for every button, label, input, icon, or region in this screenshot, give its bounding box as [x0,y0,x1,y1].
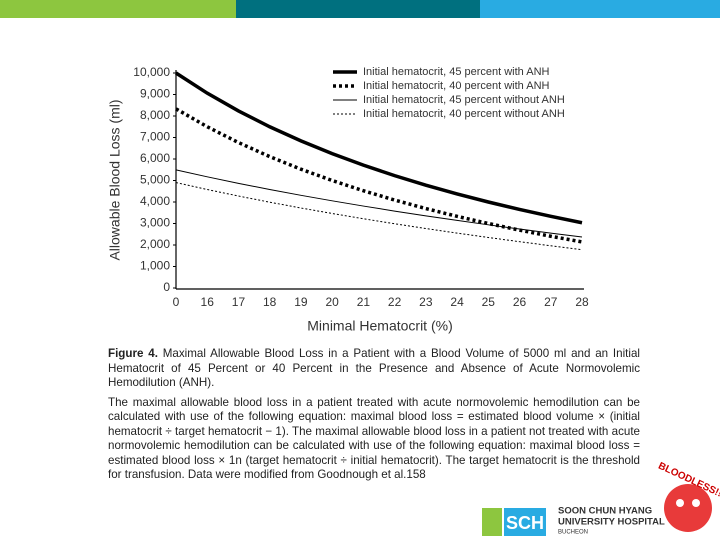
logo-mark: SCH [506,513,544,533]
caption-heading: Figure 4. Maximal Allowable Blood Loss i… [108,347,640,391]
badge-eye [692,499,700,507]
logo-text: SOON CHUN HYANG [558,506,652,517]
logo-block [504,508,546,536]
legend-label: Initial hematocrit, 45 percent with ANH [363,66,550,78]
y-tick-label: 4,000 [140,194,170,208]
x-tick-label: 22 [388,295,402,309]
x-tick-label: 0 [173,295,180,309]
caption-title: Maximal Allowable Blood Loss in a Patien… [108,347,640,389]
caption-body: The maximal allowable blood loss in a pa… [108,395,640,482]
x-tick-label: 20 [325,295,339,309]
x-tick-label: 23 [419,295,433,309]
y-tick-label: 2,000 [140,237,170,251]
y-tick-label: 8,000 [140,108,170,122]
y-tick-label: 9,000 [140,87,170,101]
caption-label: Figure 4. [108,347,158,360]
x-tick-label: 24 [450,295,464,309]
x-tick-label: 25 [482,295,496,309]
legend-label: Initial hematocrit, 45 percent without A… [363,94,565,106]
x-tick-label: 26 [513,295,527,309]
x-tick-label: 18 [263,295,277,309]
badge [664,484,712,532]
x-tick-label: 17 [232,295,246,309]
logo-text: UNIVERSITY HOSPITAL [558,517,665,528]
y-tick-label: 1,000 [140,259,170,273]
x-axis-label: Minimal Hematocrit (%) [307,318,452,334]
y-tick-label: 10,000 [133,65,170,79]
badge-eye [676,499,684,507]
y-tick-label: 6,000 [140,151,170,165]
series-line [175,169,583,238]
y-axis-label: Allowable Blood Loss (ml) [107,99,123,260]
y-tick-label: 0 [163,280,170,294]
top-bar [236,0,480,18]
logo-block [482,508,502,536]
x-tick-label: 21 [357,295,371,309]
top-bar [480,0,720,18]
series-line [175,182,583,251]
legend-label: Initial hematocrit, 40 percent with ANH [363,80,550,92]
x-tick-label: 28 [575,295,589,309]
y-tick-label: 5,000 [140,173,170,187]
top-bar [0,0,236,18]
x-tick-label: 16 [201,295,215,309]
y-tick-label: 7,000 [140,130,170,144]
x-tick-label: 19 [294,295,308,309]
logo-text: BUCHEON [558,530,588,536]
y-tick-label: 3,000 [140,216,170,230]
legend-label: Initial hematocrit, 40 percent without A… [363,108,565,120]
caption: Figure 4. Maximal Allowable Blood Loss i… [108,347,640,488]
series-line [175,107,583,244]
series-line [175,71,583,225]
x-tick-label: 27 [544,295,558,309]
